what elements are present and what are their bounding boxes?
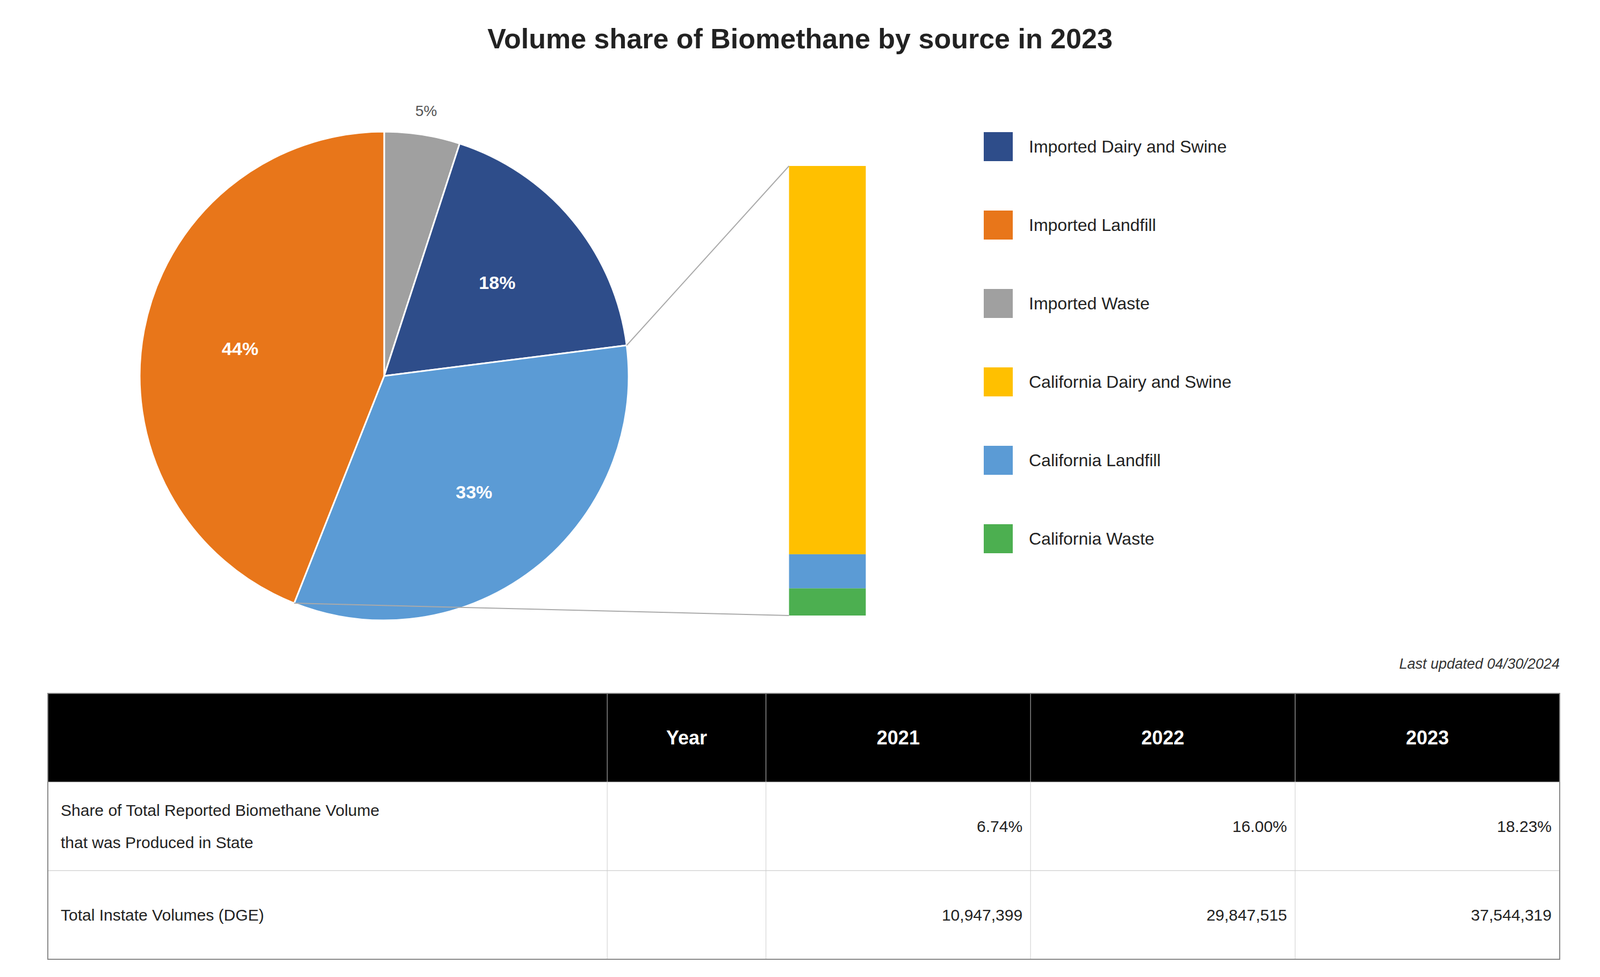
table-header: Year — [666, 726, 708, 749]
legend-label: Imported Dairy and Swine — [1028, 137, 1227, 157]
connector-line — [294, 603, 790, 616]
legend-swatch — [983, 524, 1013, 554]
legend-label: California Landfill — [1028, 450, 1161, 471]
table-cell: 16.00% — [1232, 817, 1288, 836]
table-grid-line — [765, 693, 767, 960]
table-cell: 37,544,319 — [1471, 906, 1552, 925]
pie-slice — [384, 143, 627, 377]
data-label: 18% — [478, 272, 516, 293]
legend-label: California Waste — [1028, 529, 1155, 549]
table-row-bg — [47, 782, 1560, 871]
pie-slice — [139, 131, 385, 604]
table-header: 2021 — [876, 726, 920, 749]
legend-swatch — [983, 132, 1013, 162]
legend-swatch — [983, 289, 1013, 319]
table: Year 2021 2022 2023 Share of Total Reported … — [47, 693, 1560, 960]
bar-segment — [789, 554, 867, 589]
table-row-label: Share of Total Reported Biomethane Volum… — [60, 801, 380, 820]
title: Volume share of Biomethane by source in … — [487, 23, 1113, 55]
table-cell: 6.74% — [976, 817, 1023, 836]
table-row-label: that was Produced in State — [60, 833, 254, 852]
legend-swatch — [983, 367, 1013, 397]
data-label: 5% — [415, 102, 437, 120]
table-grid-line — [1030, 693, 1032, 960]
table-grid-line — [1294, 693, 1296, 960]
legend-label: California Dairy and Swine — [1028, 372, 1232, 392]
bar-plot — [789, 166, 867, 616]
data-label: 44% — [221, 338, 259, 359]
chart-svg: Volume share of Biomethane by source in … — [0, 0, 1600, 977]
connector-line — [626, 166, 789, 346]
last-updated: Last updated 04/30/2024 — [1399, 656, 1560, 673]
table-grid-line — [607, 693, 608, 960]
table-cell: 29,847,515 — [1206, 906, 1287, 925]
legend-label: Imported Waste — [1028, 293, 1150, 314]
table-row-label: Total Instate Volumes (DGE) — [60, 906, 265, 925]
table-header: 2022 — [1141, 726, 1185, 749]
table-cell: 10,947,399 — [941, 906, 1023, 925]
data-label: 33% — [455, 481, 493, 503]
table-header: 2023 — [1406, 726, 1450, 749]
table-border — [47, 693, 1560, 960]
legend-swatch — [983, 210, 1013, 240]
bar-segment — [789, 588, 867, 616]
legend: Imported Dairy and Swine Imported Landfil… — [983, 132, 1232, 554]
legend-label: Imported Landfill — [1028, 215, 1157, 235]
table-row-bg — [47, 870, 1560, 960]
table-header-bg — [47, 693, 1560, 783]
legend-swatch — [983, 445, 1013, 475]
pie: 5% 18% 33% 44% — [139, 102, 629, 621]
table-cell: 18.23% — [1496, 817, 1552, 836]
bar-segment — [789, 166, 867, 555]
